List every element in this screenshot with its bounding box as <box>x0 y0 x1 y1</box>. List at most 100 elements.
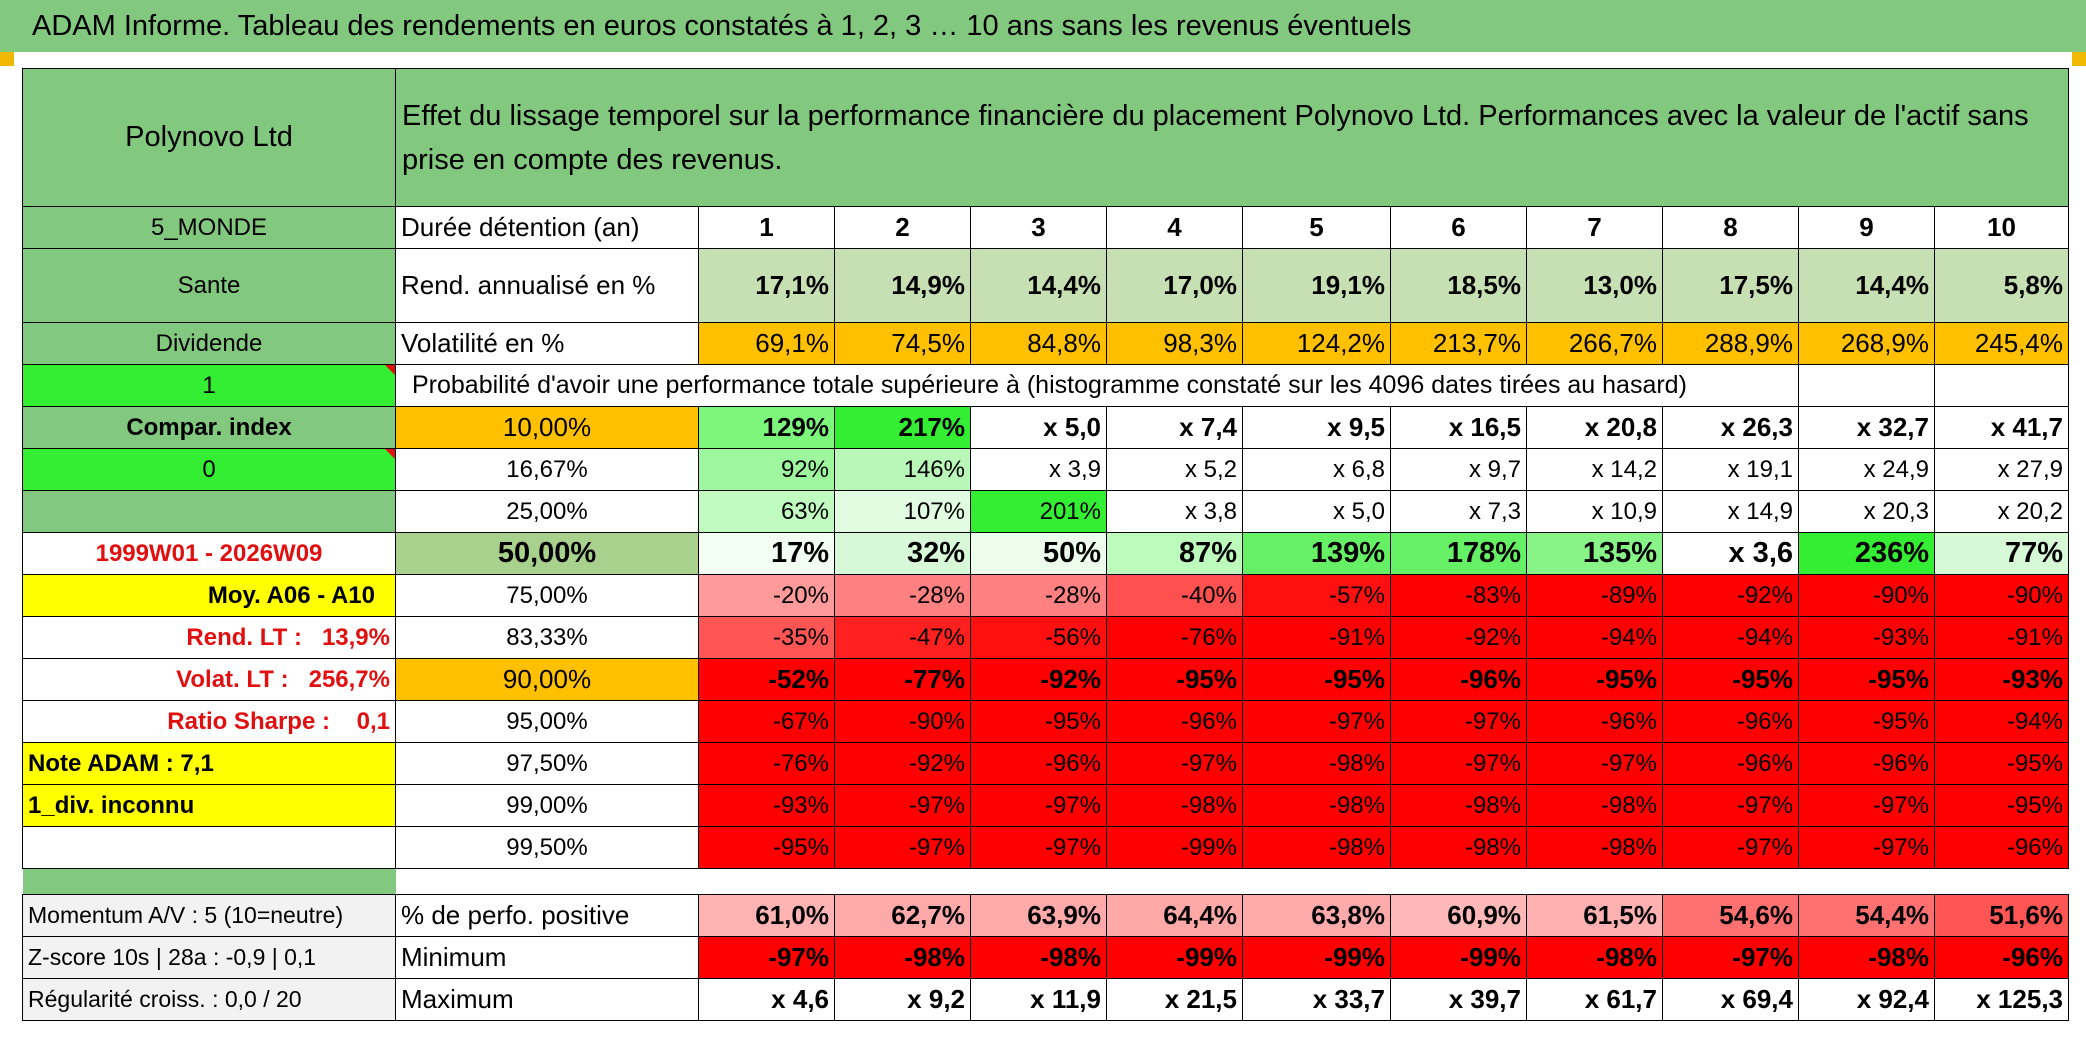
dividend-info: 1_div. inconnu <box>22 784 396 827</box>
percentile-value: -92% <box>1390 616 1527 659</box>
percentile-value: x 5,0 <box>1242 490 1391 533</box>
percentile-value: 77% <box>1934 532 2069 575</box>
percentile-value: 139% <box>1242 532 1391 575</box>
positive-cell: 62,7% <box>834 894 971 937</box>
zone-label: 5_MONDE <box>22 206 396 249</box>
adam-note: Note ADAM : 7,1 <box>22 742 396 785</box>
percentile-value: -95% <box>1798 658 1935 701</box>
percentile-value: x 14,9 <box>1662 490 1799 533</box>
maximum-cell: x 92,4 <box>1798 978 1935 1021</box>
rend-cell: 14,9% <box>834 248 971 323</box>
year-header: 7 <box>1526 206 1663 249</box>
positive-cell: 60,9% <box>1390 894 1527 937</box>
percentile-row: Ratio Sharpe : 0,1 95,00% -67% -90% -95% -96%… <box>22 700 2069 743</box>
period-label: 1999W01 - 2026W09 <box>22 532 396 575</box>
spacer-cell <box>22 868 396 895</box>
minimum-cell: -99% <box>1390 936 1527 979</box>
long-term-return: Rend. LT : 13,9% <box>22 616 396 659</box>
percentile-value: -98% <box>1390 826 1527 869</box>
percentile-value: -76% <box>1106 616 1243 659</box>
rend-cell: 14,4% <box>1798 248 1935 323</box>
percentile-value: -47% <box>834 616 971 659</box>
percentile-value: -98% <box>1242 742 1391 785</box>
percentile-label: 99,00% <box>395 784 699 827</box>
volatility-cell: 124,2% <box>1242 322 1391 365</box>
percentile-label: 75,00% <box>395 574 699 617</box>
percentile-value: x 3,9 <box>970 448 1107 491</box>
dividend-label: Dividende <box>22 322 396 365</box>
percentile-value: -97% <box>834 826 971 869</box>
volatility-cell: 288,9% <box>1662 322 1799 365</box>
year-header: 6 <box>1390 206 1527 249</box>
percentile-value: -96% <box>1798 742 1935 785</box>
percentile-value: -28% <box>834 574 971 617</box>
year-header: 8 <box>1662 206 1799 249</box>
percentile-value: -96% <box>1662 742 1799 785</box>
rend-cell: 19,1% <box>1242 248 1391 323</box>
empty-cell <box>22 490 396 533</box>
percentile-value: x 27,9 <box>1934 448 2069 491</box>
maximum-cell: x 33,7 <box>1242 978 1391 1021</box>
percentile-value: -20% <box>698 574 835 617</box>
sharpe-ratio: Ratio Sharpe : 0,1 <box>22 700 396 743</box>
percentile-value: -98% <box>1390 784 1527 827</box>
summary-row: Z-score 10s | 28a : -0,9 | 0,1 Minimum -97… <box>22 936 2069 979</box>
spacer-cell <box>396 869 2069 895</box>
percentile-value: -95% <box>1662 658 1799 701</box>
positive-cell: 63,9% <box>970 894 1107 937</box>
volatility-cell: 213,7% <box>1390 322 1527 365</box>
summary-row: Momentum A/V : 5 (10=neutre)% de perfo. … <box>22 894 2069 937</box>
percentile-value: -97% <box>1662 826 1799 869</box>
year-header: 5 <box>1242 206 1391 249</box>
percentile-value: x 10,9 <box>1526 490 1663 533</box>
percentile-value: -95% <box>1934 784 2069 827</box>
percentile-value: -99% <box>1106 826 1243 869</box>
percentile-value: -96% <box>1390 658 1527 701</box>
percentile-value: x 9,5 <box>1242 406 1391 449</box>
percentile-value: -97% <box>834 784 971 827</box>
regularity-label: Régularité croiss. : 0,0 / 20 <box>22 978 396 1021</box>
minimum-cell: -97% <box>698 936 835 979</box>
volatility-cell: 69,1% <box>698 322 835 365</box>
rend-cell: 17,5% <box>1662 248 1799 323</box>
percentile-label: 97,50% <box>395 742 699 785</box>
rend-cell: 5,8% <box>1934 248 2069 323</box>
percentile-value: -96% <box>1526 700 1663 743</box>
percentile-value: 217% <box>834 406 971 449</box>
percentile-value: -90% <box>1798 574 1935 617</box>
percentile-value: -98% <box>1242 826 1391 869</box>
percentile-value: x 20,2 <box>1934 490 2069 533</box>
minimum-cell: -96% <box>1934 936 2069 979</box>
maximum-cell: x 61,7 <box>1526 978 1663 1021</box>
percentile-value: -95% <box>1242 658 1391 701</box>
percentile-value: 50% <box>970 532 1107 575</box>
percentile-value: -97% <box>1662 784 1799 827</box>
percentile-value: 87% <box>1106 532 1243 575</box>
percentile-value: -67% <box>698 700 835 743</box>
minimum-cell: -98% <box>1798 936 1935 979</box>
minimum-cell: -98% <box>834 936 971 979</box>
momentum-row-label: % de perfo. positive <box>395 894 699 937</box>
percentile-value: -97% <box>970 826 1107 869</box>
percentile-value: -97% <box>1798 826 1935 869</box>
maximum-cell: x 69,4 <box>1662 978 1799 1021</box>
positive-cell: 61,5% <box>1526 894 1663 937</box>
asset-name: Polynovo Ltd <box>22 68 396 207</box>
positive-cell: 61,0% <box>698 894 835 937</box>
percentile-value: x 5,0 <box>970 406 1107 449</box>
percentile-value: -83% <box>1390 574 1527 617</box>
volatility-cell: 98,3% <box>1106 322 1243 365</box>
percentile-value: -91% <box>1934 616 2069 659</box>
percentile-value: 32% <box>834 532 971 575</box>
percentile-value: -95% <box>698 826 835 869</box>
percentile-value: x 7,4 <box>1106 406 1243 449</box>
rend-cell: 13,0% <box>1526 248 1663 323</box>
percentile-value: -40% <box>1106 574 1243 617</box>
volatility-cell: 74,5% <box>834 322 971 365</box>
percentile-row: 1999W01 - 2026W09 50,00% 17% 32% 50% 87% 139% 1… <box>22 532 2069 575</box>
percentile-value: 178% <box>1390 532 1527 575</box>
percentile-value: -97% <box>1798 784 1935 827</box>
percentile-row: Note ADAM : 7,1 97,50% -76% -92% -96% -97% -98… <box>22 742 2069 785</box>
average-label: Moy. A06 - A10 <box>22 574 396 617</box>
percentile-value: -95% <box>970 700 1107 743</box>
